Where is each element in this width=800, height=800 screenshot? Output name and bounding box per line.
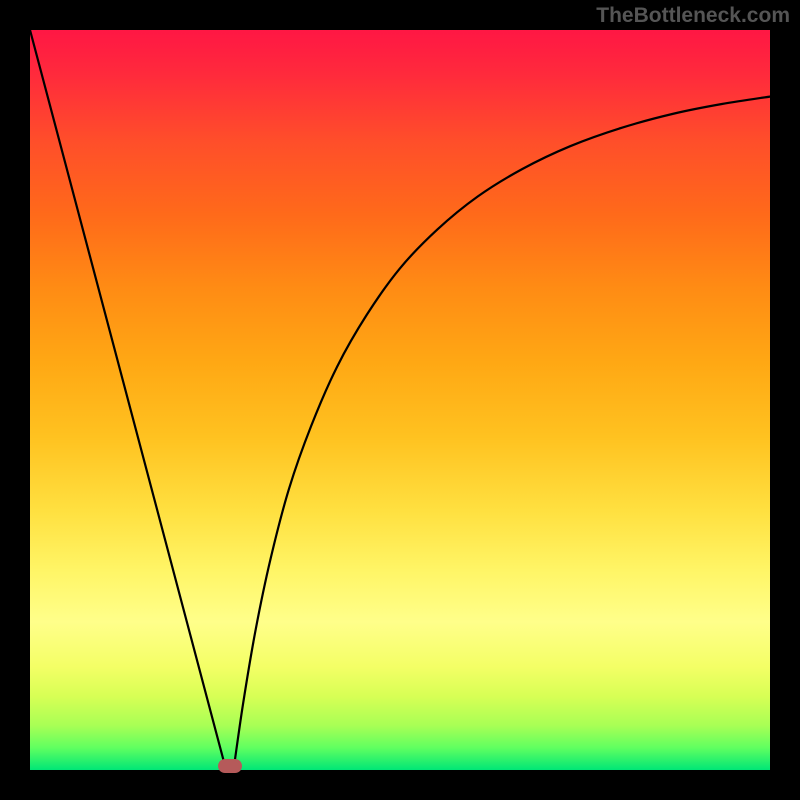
watermark-text: TheBottleneck.com	[596, 4, 790, 28]
plot-area	[30, 30, 770, 770]
gradient-background	[30, 30, 770, 770]
chart-container: TheBottleneck.com	[0, 0, 800, 800]
minimum-marker	[218, 759, 242, 773]
